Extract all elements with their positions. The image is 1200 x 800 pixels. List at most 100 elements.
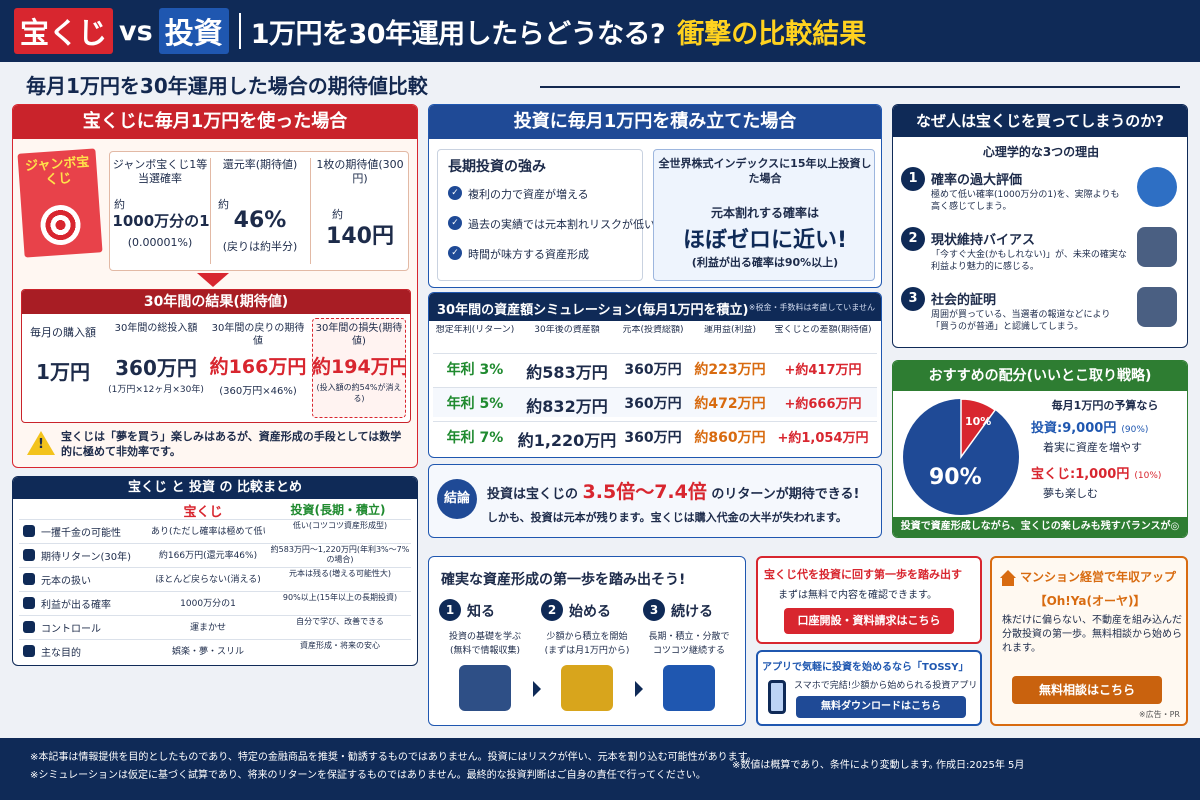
why-title: なぜ人は宝くじを買ってしまうのか? [893, 105, 1187, 137]
summary-row-invest: 低い(コツコツ資産形成型) [292, 521, 388, 530]
sim-cell-rate: 年利 5% [446, 396, 504, 412]
index-box: 全世界株式インデックスに15年以上投資した場合 元本割れする確率は ほぼゼロに近… [653, 149, 875, 281]
result-note: (投入額の約54%が消える) [316, 383, 402, 403]
free-consult-button[interactable]: 無料相談はこちら [1012, 676, 1162, 704]
summary-row-lottery: ほとんど戻らない(消える) [155, 575, 261, 585]
cta2-text: スマホで完結!少額から始められる投資アプリ [794, 681, 978, 691]
reason-text: 周囲が買っている、当選者の報道などにより「買うのが普通」と認識してしまう。 [931, 310, 1111, 332]
strength-box: 長期投資の強み ✓ 複利の力で資産が増える ✓ 過去の実績では元本割れリスクが低い ✓ 時… [437, 149, 655, 281]
cta-account-panel: 宝くじ代を投資に回す第一歩を踏み出す まずは無料で内容を確認できます。 口座開設… [756, 556, 982, 644]
crown-icon [23, 525, 35, 537]
allocation-panel: おすすめの配分(いいとこ取り戦略) 90% 10% 毎月1万円の予算なら 投資:… [892, 360, 1188, 538]
step-arrow-icon [635, 681, 643, 697]
alloc-lottery-note: 夢も楽しむ [1043, 487, 1098, 500]
sim-header-cell: 30年後の資産額 [534, 325, 600, 335]
simulation-panel: 30年間の資産額シミュレーション(毎月1万円を積立) ※税金・手数料は考慮してい… [428, 292, 882, 458]
page-subtitle: 毎月1万円を30年運用した場合の期待値比較 [26, 74, 428, 98]
page-header: 宝くじ vs 投資 1万円を30年運用したらどうなる? 衝撃の比較結果 [0, 0, 1200, 62]
simulation-note: ※税金・手数料は考慮していません [748, 303, 875, 312]
step-title: 続ける [671, 604, 713, 620]
step-title: 始める [569, 604, 611, 620]
summary-row-lottery: 約166万円(還元率46%) [158, 551, 258, 561]
sim-header-cell: 元本(投資総額) [622, 325, 684, 335]
allocation-footer: 投資で資産形成しながら、宝くじの楽しみも残すバランスが◎ [893, 517, 1187, 537]
cta2-title: アプリで気軽に投資を始めるなら「TOSSY」 [762, 662, 969, 673]
cta3-brand: 【Oh!Ya(オーヤ)】 [1034, 594, 1146, 608]
book-search-icon [459, 665, 511, 711]
reason-text: 「今すぐ大金(かもしれない)」が、未来の確実な利益より魅力的に感じる。 [931, 250, 1127, 272]
sim-cell-gain: 約472万円 [694, 396, 766, 412]
summary-row-lottery: 娯楽・夢・スリル [171, 647, 244, 657]
check-icon: ✓ [448, 216, 462, 230]
step-text: コツコツ継続する [652, 646, 725, 656]
summary-row-invest: 90%以上(15年以上の長期投資) [282, 593, 398, 602]
header-divider [238, 13, 241, 49]
growth-chart-icon [663, 665, 715, 711]
target-icon [39, 203, 82, 247]
cta1-text: まずは無料で内容を確認できます。 [778, 590, 937, 601]
stat-note: (戻りは約半分) [222, 240, 298, 253]
header-vs: vs [119, 15, 153, 47]
step-number: 3 [643, 599, 665, 621]
footer-date: 作成日:2025年 5月 [936, 760, 1025, 771]
summary-row-divider [19, 567, 411, 568]
loss-box [312, 318, 406, 418]
money-stack-icon [23, 573, 35, 585]
strength-item: 複利の力で資産が増える [468, 188, 589, 201]
steps-title: 確実な資産形成の第一歩を踏み出そう! [441, 572, 686, 588]
summary-panel: 宝くじ と 投資 の 比較まとめ 宝くじ 投資(長期・積立) 一攫千金の可能性 あ… [12, 476, 418, 666]
allocation-title: おすすめの配分(いいとこ取り戦略) [893, 361, 1187, 391]
user-icon [23, 621, 35, 633]
index-note: (利益が出る確率は90%以上) [691, 256, 839, 269]
header-invest: 投資 [158, 8, 229, 54]
why-subtitle: 心理学的な3つの理由 [982, 145, 1100, 159]
ticket-label: ジャンボ宝くじ [24, 154, 90, 188]
account-open-button[interactable]: 口座開設・資料請求はこちら [784, 608, 954, 634]
cta3-text: 株だけに偏らない、不動産を組み込んだ分散投資の第一歩。無料相談から始められます。 [1002, 615, 1182, 654]
summary-row-invest: 元本は残る(増える可能性大) [288, 569, 391, 578]
sim-header-cell: 運用益(利益) [703, 325, 757, 335]
reason-title: 現状維持バイアス [931, 233, 1036, 248]
alloc-invest-pct: (90%) [1121, 425, 1149, 435]
warning-icon [27, 431, 55, 455]
heart-icon [23, 645, 35, 657]
index-lead: 元本割れする確率は [710, 206, 819, 220]
warning-box: ! 宝くじは「夢を買う」楽しみはあるが、資産形成の手段としては数学的に極めて非効… [21, 429, 411, 461]
result-value: 360万円 [115, 356, 197, 380]
steps-panel: 確実な資産形成の第一歩を踏み出そう! 1 知る 投資の基礎を学ぶ (無料で情報収集) 2… [428, 556, 746, 726]
lottery-result-title: 30年間の結果(期待値) [22, 290, 410, 314]
sim-header-cell: 宝くじとの差額(期待値) [774, 325, 872, 335]
summary-row-label: 主な目的 [41, 648, 81, 659]
summary-row-divider [19, 615, 411, 616]
allocation-invest: 投資:9,000円 (90%) [1031, 417, 1148, 436]
lottery-stats: ジャンボ宝くじ1等当選確率 約 1000万分の1 (0.00001%) 還元率(… [109, 151, 409, 271]
reason-title: 社会的証明 [931, 293, 997, 308]
reason-number: 2 [901, 227, 925, 251]
smartphone-icon [768, 680, 786, 714]
jumbo-ticket-image: ジャンボ宝くじ [17, 148, 103, 258]
check-icon: ✓ [448, 246, 462, 260]
result-label: 30年間の総投入額 [114, 323, 198, 334]
alloc-invest-note: 着実に資産を増やす [1043, 441, 1142, 454]
stat-label: 還元率(期待値) [222, 158, 298, 171]
app-download-button[interactable]: 無料ダウンロードはこちら [796, 696, 966, 718]
alloc-lottery-pct: (10%) [1134, 471, 1162, 481]
result-label: 毎月の購入額 [30, 326, 96, 339]
summary-row-divider [19, 591, 411, 592]
why-panel: なぜ人は宝くじを買ってしまうのか? 心理学的な3つの理由 1 確率の過大評価 極めて… [892, 104, 1188, 348]
index-title: 全世界株式インデックスに15年以上投資した場合 [658, 157, 872, 185]
sim-cell-principal: 360万円 [624, 362, 682, 378]
summary-row-divider [19, 519, 411, 520]
strength-item: 過去の実績では元本割れリスクが低い [468, 218, 655, 231]
target-icon [23, 597, 35, 609]
sim-row [433, 353, 877, 383]
summary-row-invest: 約583万円〜1,220万円(年利3%〜7%の場合) [270, 545, 410, 564]
cta3-pr: ※広告・PR [1138, 710, 1180, 719]
stat-pre: 約 [114, 198, 125, 211]
sim-row [433, 421, 877, 451]
stat-note: (0.00001%) [127, 236, 193, 249]
result-note: (1万円×12ヶ月×30年) [108, 385, 204, 395]
summary-row-divider [19, 639, 411, 640]
result-value: 1万円 [36, 360, 90, 384]
summary-row-label: 一攫千金の可能性 [41, 528, 121, 539]
